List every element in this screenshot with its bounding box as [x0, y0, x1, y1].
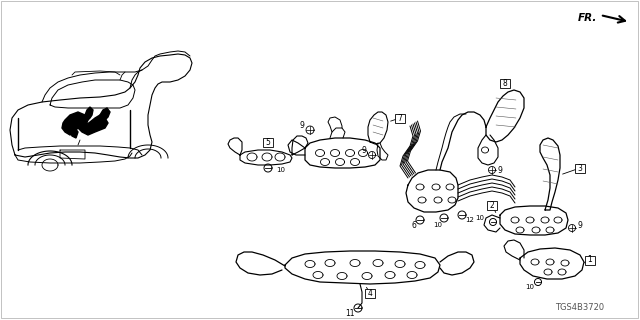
Polygon shape	[62, 112, 108, 135]
Text: 10: 10	[276, 167, 285, 173]
Text: 5: 5	[266, 138, 271, 147]
FancyBboxPatch shape	[263, 138, 273, 147]
Text: 11: 11	[345, 309, 355, 318]
Polygon shape	[70, 128, 78, 138]
Text: 12: 12	[465, 217, 474, 223]
Text: 4: 4	[367, 289, 372, 298]
Text: 9: 9	[578, 220, 583, 229]
Text: TGS4B3720: TGS4B3720	[556, 303, 605, 313]
FancyBboxPatch shape	[395, 114, 405, 123]
Text: 8: 8	[502, 78, 508, 87]
Text: 10: 10	[433, 222, 442, 228]
FancyBboxPatch shape	[575, 164, 585, 172]
Text: 2: 2	[490, 201, 494, 210]
FancyBboxPatch shape	[365, 289, 375, 298]
FancyBboxPatch shape	[487, 201, 497, 210]
Text: 6: 6	[412, 220, 417, 229]
Text: 7: 7	[397, 114, 403, 123]
Text: 1: 1	[588, 255, 593, 265]
Text: 9: 9	[300, 121, 305, 130]
Text: 10: 10	[475, 215, 484, 221]
Text: FR.: FR.	[578, 13, 597, 23]
Text: 9: 9	[362, 146, 367, 155]
FancyBboxPatch shape	[500, 78, 510, 87]
Text: 10: 10	[525, 284, 534, 290]
Text: 3: 3	[577, 164, 582, 172]
Polygon shape	[85, 107, 93, 120]
Text: 9: 9	[498, 165, 503, 174]
Polygon shape	[100, 108, 110, 120]
FancyBboxPatch shape	[585, 255, 595, 265]
